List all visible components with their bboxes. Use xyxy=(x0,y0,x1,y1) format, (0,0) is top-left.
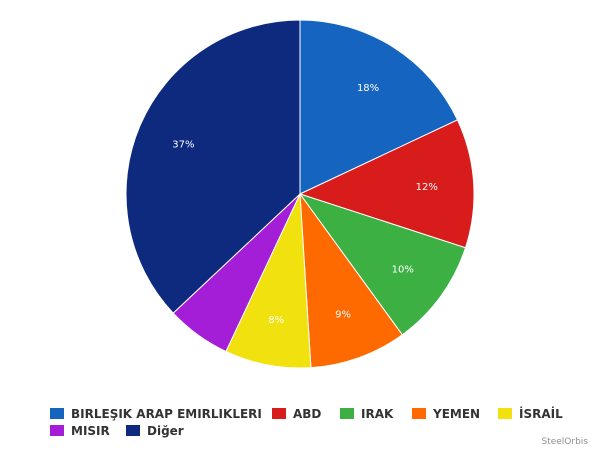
legend-label: MISIR xyxy=(71,423,110,438)
legend-item-diger[interactable]: Diğer xyxy=(126,424,184,438)
legend-swatch xyxy=(126,425,140,436)
legend-swatch xyxy=(340,408,354,419)
slice-value-label-israil: 8% xyxy=(268,315,284,326)
pie-slice-bae[interactable] xyxy=(299,19,459,195)
slice-value-label-yemen: 9% xyxy=(335,310,351,321)
slice-value-label-irak: 10% xyxy=(392,265,414,276)
legend-row-2: MISIR Diğer xyxy=(50,422,590,439)
legend-item-yemen[interactable]: YEMEN xyxy=(412,407,498,421)
watermark: SteelOrbis xyxy=(541,437,588,447)
slice-value-label-diger: 37% xyxy=(172,140,194,151)
pie-slice-irak[interactable] xyxy=(298,193,467,336)
pie-chart: 18% 12% 10% 9% 8% 37% xyxy=(125,19,475,369)
legend-row-1: BIRLEŞIK ARAP EMIRLIKLERI ABD IRAK YEMEN… xyxy=(50,405,590,422)
slice-value-label-abd: 12% xyxy=(416,182,438,193)
legend-label: ABD xyxy=(293,406,322,421)
slice-value-label-bae: 18% xyxy=(357,83,379,94)
pie-slice-diger[interactable] xyxy=(125,19,301,314)
legend: BIRLEŞIK ARAP EMIRLIKLERI ABD IRAK YEMEN… xyxy=(50,405,590,439)
legend-label: Diğer xyxy=(147,423,184,438)
legend-swatch xyxy=(50,408,64,419)
legend-swatch xyxy=(272,408,286,419)
legend-item-bae[interactable]: BIRLEŞIK ARAP EMIRLIKLERI xyxy=(50,407,272,421)
legend-label: YEMEN xyxy=(433,406,481,421)
legend-item-israil[interactable]: İSRAİL xyxy=(498,407,563,421)
legend-label: IRAK xyxy=(361,406,394,421)
legend-swatch xyxy=(498,408,512,419)
legend-item-abd[interactable]: ABD xyxy=(272,407,340,421)
pie-slice-yemen[interactable] xyxy=(299,192,403,369)
legend-label: BIRLEŞIK ARAP EMIRLIKLERI xyxy=(71,406,262,421)
legend-item-irak[interactable]: IRAK xyxy=(340,407,412,421)
legend-label: İSRAİL xyxy=(519,406,563,421)
legend-item-misir[interactable]: MISIR xyxy=(50,424,126,438)
pie-slice-abd[interactable] xyxy=(298,119,475,249)
legend-swatch xyxy=(412,408,426,419)
legend-swatch xyxy=(50,425,64,436)
